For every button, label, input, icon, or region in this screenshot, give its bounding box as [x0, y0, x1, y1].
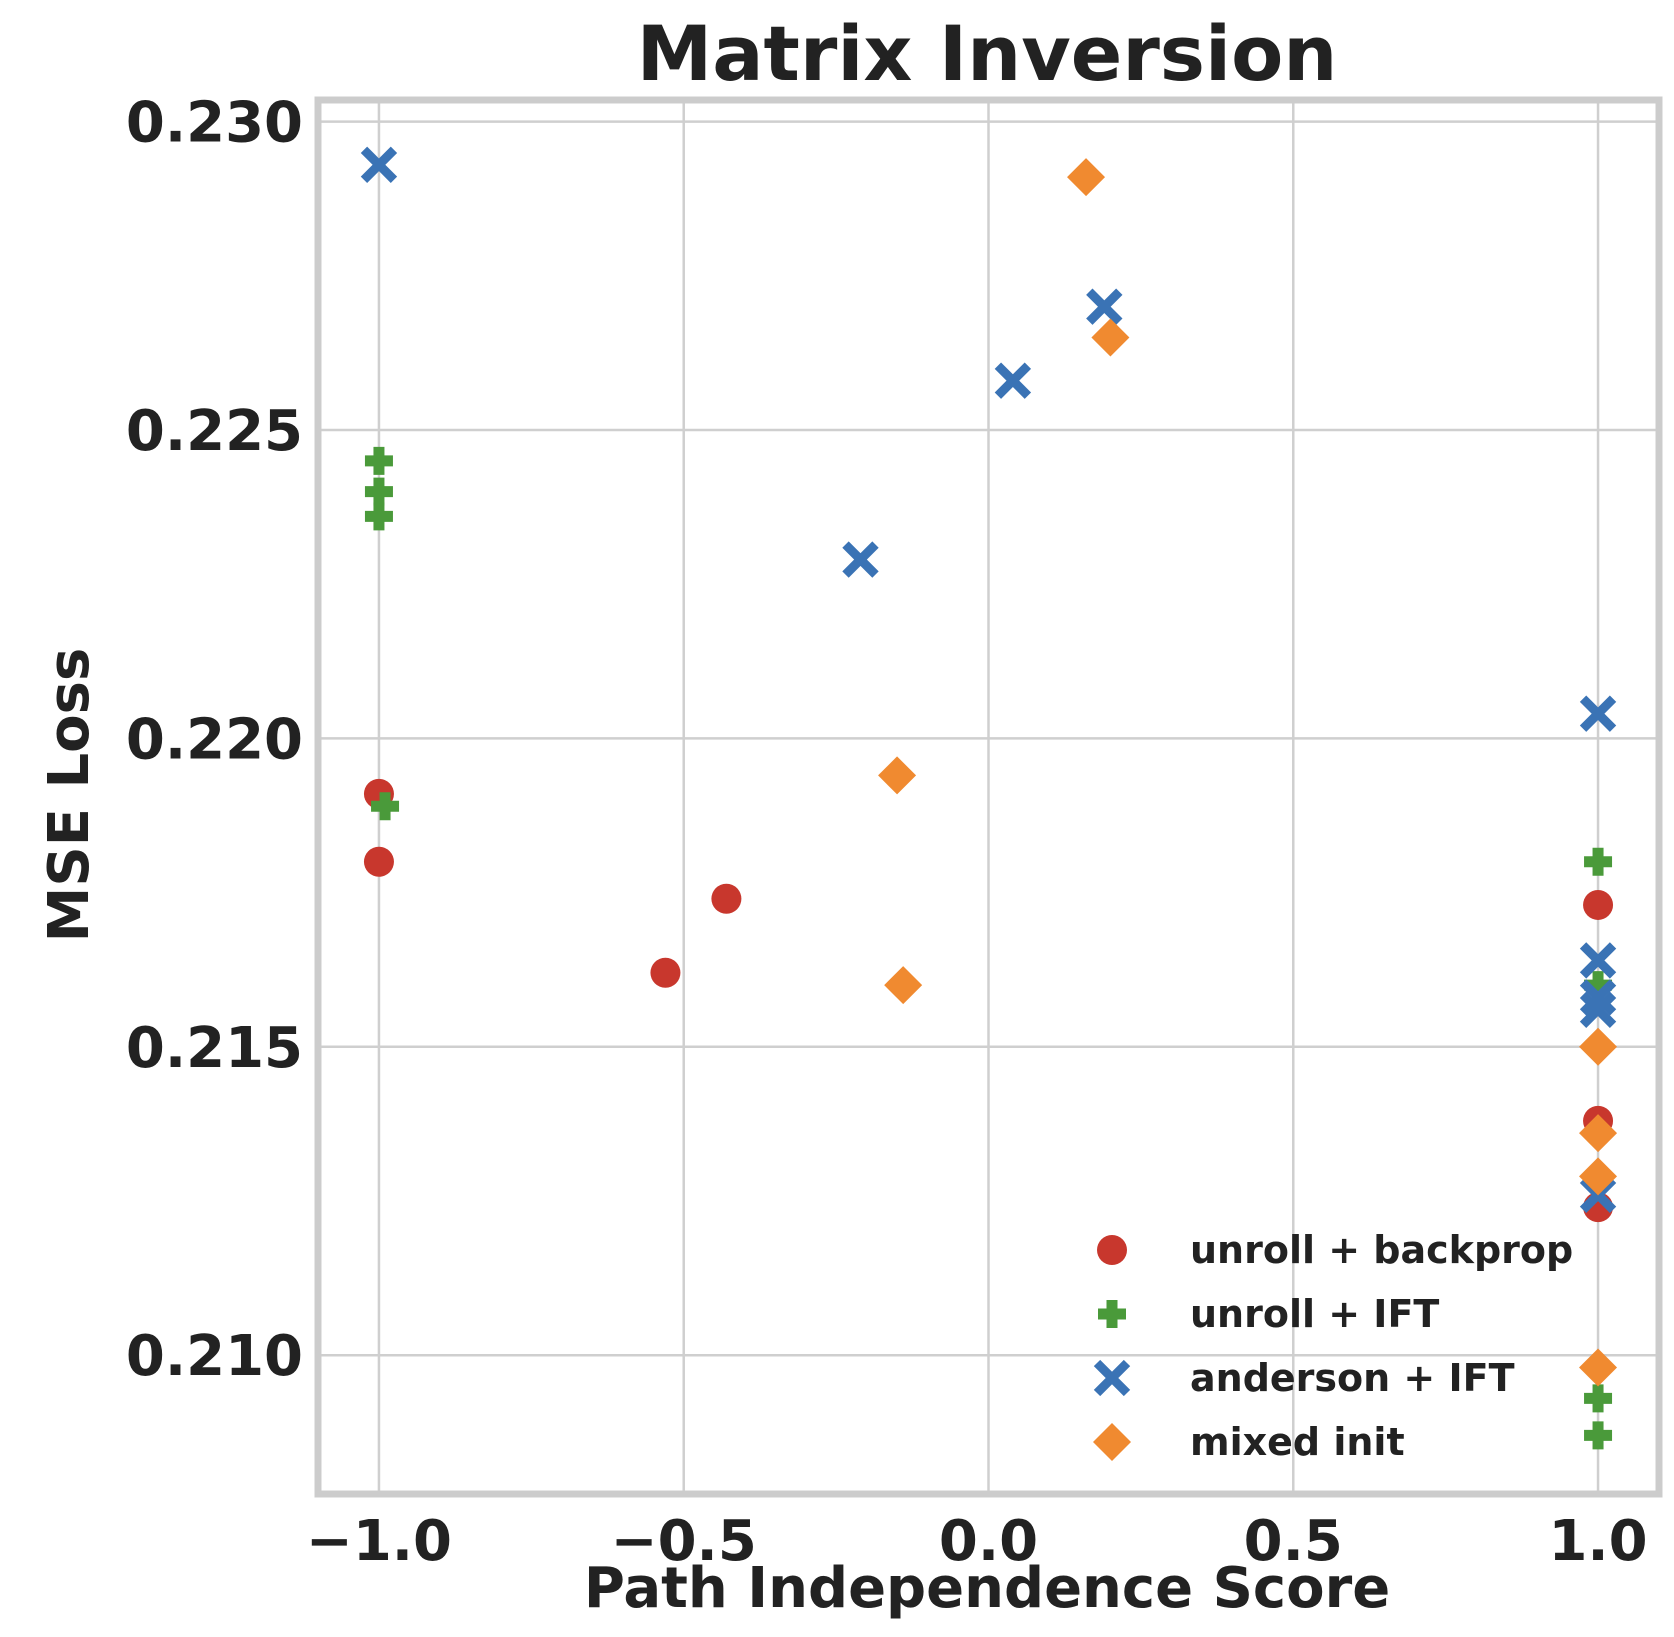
legend-marker-diamond — [1093, 1423, 1131, 1461]
legend-label: mixed init — [1190, 1420, 1405, 1464]
data-point — [650, 957, 681, 988]
data-point — [711, 883, 742, 914]
plot-frame — [314, 96, 1663, 1498]
data-point — [364, 446, 393, 475]
data-point — [1579, 695, 1617, 732]
data-point — [994, 362, 1032, 399]
data-point — [842, 541, 879, 578]
x-tick-label: 0.0 — [939, 1509, 1038, 1574]
legend: unroll + backprop unroll + IFT anderson + … — [1093, 1228, 1573, 1464]
data-point — [1579, 942, 1617, 979]
data-point — [878, 756, 917, 795]
data-point — [1584, 1421, 1613, 1450]
data-point — [1579, 1348, 1618, 1387]
legend-item: anderson + IFT — [1093, 1356, 1515, 1400]
series-anderson-ift — [360, 146, 1617, 1214]
points-layer — [360, 146, 1618, 1450]
data-point — [1579, 991, 1617, 1028]
legend-marker-x — [1093, 1359, 1131, 1397]
legend-marker-plus — [1098, 1300, 1126, 1328]
data-point — [364, 477, 393, 506]
tick-layer: −1.0 −0.5 0.0 0.5 1.0 0.210 0.215 0.220 0.225 0.2… — [126, 91, 1648, 1574]
chart-title: Matrix Inversion — [637, 9, 1338, 98]
legend-item: unroll + IFT — [1098, 1292, 1439, 1336]
y-tick-label: 0.225 — [126, 399, 303, 464]
y-tick-label: 0.215 — [126, 1016, 303, 1081]
data-point — [364, 502, 393, 531]
legend-label: unroll + backprop — [1190, 1228, 1573, 1272]
data-point — [1579, 979, 1617, 1016]
legend-item: unroll + backprop — [1097, 1228, 1573, 1272]
y-tick-label: 0.210 — [126, 1324, 303, 1389]
data-point — [363, 846, 394, 877]
data-point — [1584, 847, 1613, 876]
data-point — [1067, 158, 1106, 197]
x-tick-label: −0.5 — [611, 1509, 757, 1574]
data-point — [360, 146, 398, 183]
data-point — [1091, 318, 1130, 357]
series-unroll-ift — [364, 446, 1613, 1450]
data-point — [1086, 288, 1123, 325]
data-point — [1584, 971, 1613, 1000]
x-tick-label: 0.5 — [1244, 1509, 1343, 1574]
data-point — [1579, 1027, 1618, 1066]
data-point — [884, 966, 923, 1005]
data-point — [1584, 1384, 1613, 1413]
data-point — [1583, 889, 1614, 920]
series-mixed-init — [878, 158, 1618, 1387]
y-tick-label: 0.220 — [126, 707, 303, 772]
legend-label: unroll + IFT — [1190, 1292, 1439, 1336]
data-point — [371, 792, 400, 821]
x-tick-label: −1.0 — [306, 1509, 452, 1574]
legend-label: anderson + IFT — [1190, 1356, 1515, 1400]
data-point — [1579, 1157, 1618, 1196]
x-tick-label: 1.0 — [1548, 1509, 1647, 1574]
legend-item: mixed init — [1093, 1420, 1405, 1464]
y-tick-label: 0.230 — [126, 91, 303, 156]
x-axis-label: Path Independence Score — [584, 1556, 1390, 1621]
data-point — [1579, 1114, 1618, 1153]
y-axis-label: MSE Loss — [37, 648, 102, 943]
grid-layer — [318, 100, 1659, 1494]
legend-marker-circle — [1097, 1235, 1127, 1265]
